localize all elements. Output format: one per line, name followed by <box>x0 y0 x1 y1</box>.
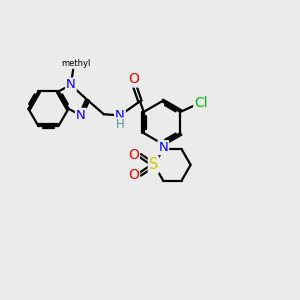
Text: N: N <box>76 109 86 122</box>
Text: methyl: methyl <box>61 59 90 68</box>
Text: S: S <box>149 158 158 172</box>
Text: O: O <box>128 148 139 162</box>
Text: N: N <box>115 109 125 122</box>
Text: H: H <box>116 118 125 131</box>
Text: O: O <box>128 168 139 182</box>
Text: N: N <box>66 79 76 92</box>
Text: Cl: Cl <box>194 96 208 110</box>
Text: N: N <box>158 141 168 154</box>
Text: O: O <box>128 73 139 86</box>
